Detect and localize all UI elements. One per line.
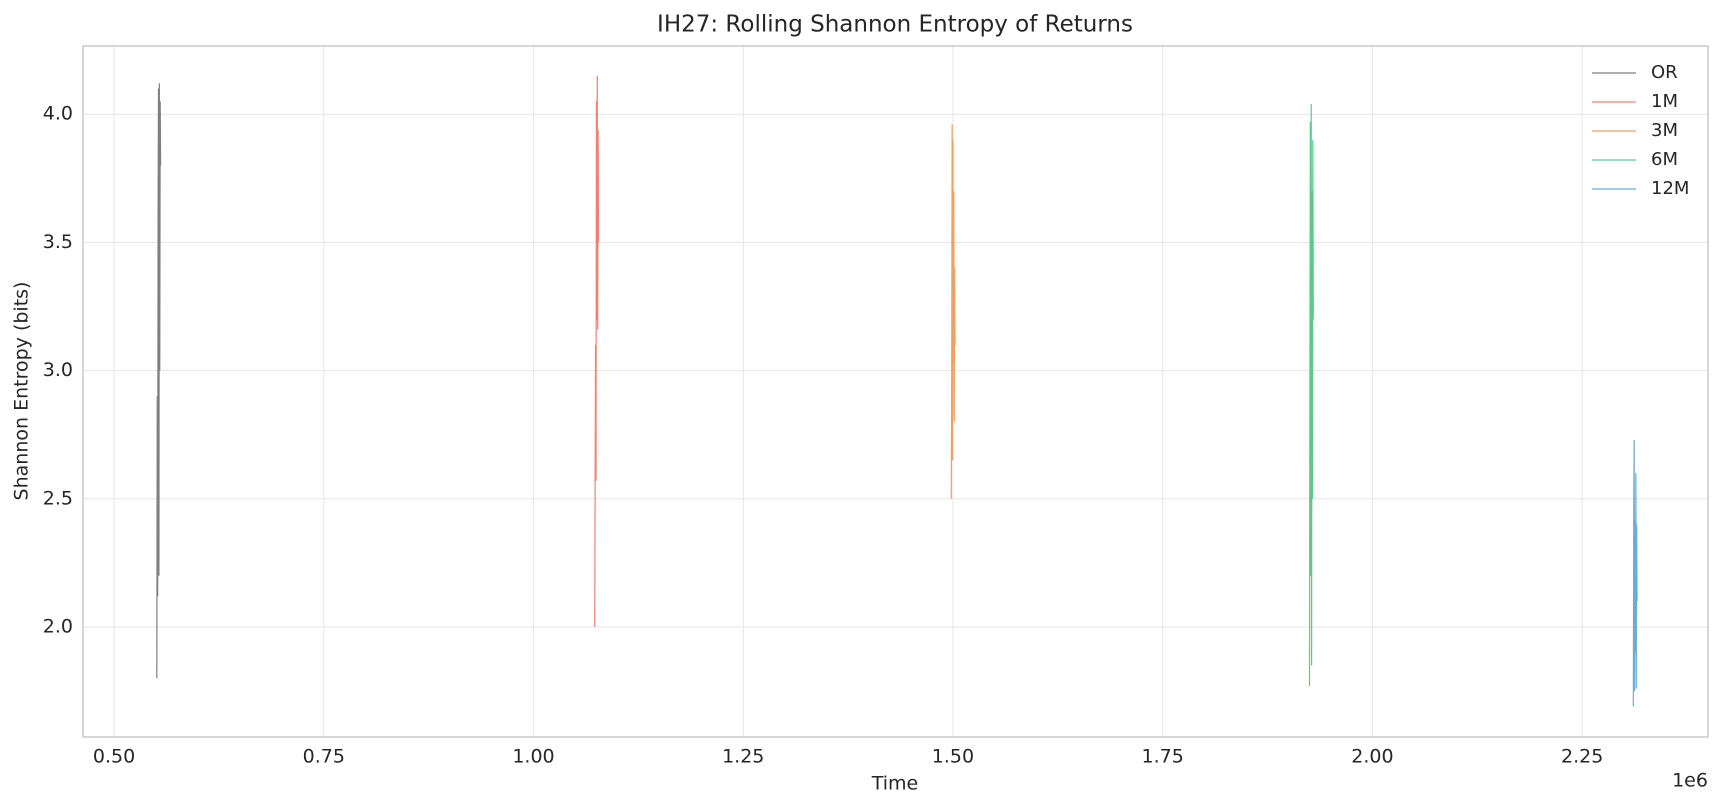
y-tick-label: 3.5 — [43, 231, 73, 253]
x-offset-label: 1e6 — [1672, 770, 1708, 792]
y-axis-label: Shannon Entropy (bits) — [11, 282, 33, 501]
plot-frame — [82, 45, 1709, 738]
series-line — [156, 83, 162, 679]
x-tick-label: 1.00 — [512, 746, 554, 768]
x-tick-label: 0.75 — [303, 746, 345, 768]
x-tick-label: 1.25 — [722, 746, 764, 768]
series-line — [594, 75, 600, 628]
legend-label: 1M — [1651, 91, 1678, 112]
x-tick-label: 2.25 — [1561, 746, 1603, 768]
y-tick-label: 2.0 — [43, 616, 73, 638]
legend-label: OR — [1651, 62, 1678, 83]
series-line — [1308, 103, 1314, 686]
legend-label: 6M — [1651, 149, 1678, 170]
y-tick-label: 4.0 — [43, 103, 73, 125]
series-line — [950, 124, 956, 499]
y-tick-label: 2.5 — [43, 487, 73, 509]
x-tick-label: 2.00 — [1351, 746, 1393, 768]
x-axis-label: Time — [871, 773, 919, 795]
x-tick-label: 0.50 — [93, 746, 135, 768]
series-line — [1632, 439, 1638, 707]
x-tick-label: 1.75 — [1142, 746, 1184, 768]
y-tick-label: 3.0 — [43, 359, 73, 381]
legend-label: 12M — [1651, 178, 1689, 199]
legend-label: 3M — [1651, 120, 1678, 141]
x-tick-label: 1.50 — [932, 746, 974, 768]
chart-title: IH27: Rolling Shannon Entropy of Returns — [657, 12, 1133, 38]
